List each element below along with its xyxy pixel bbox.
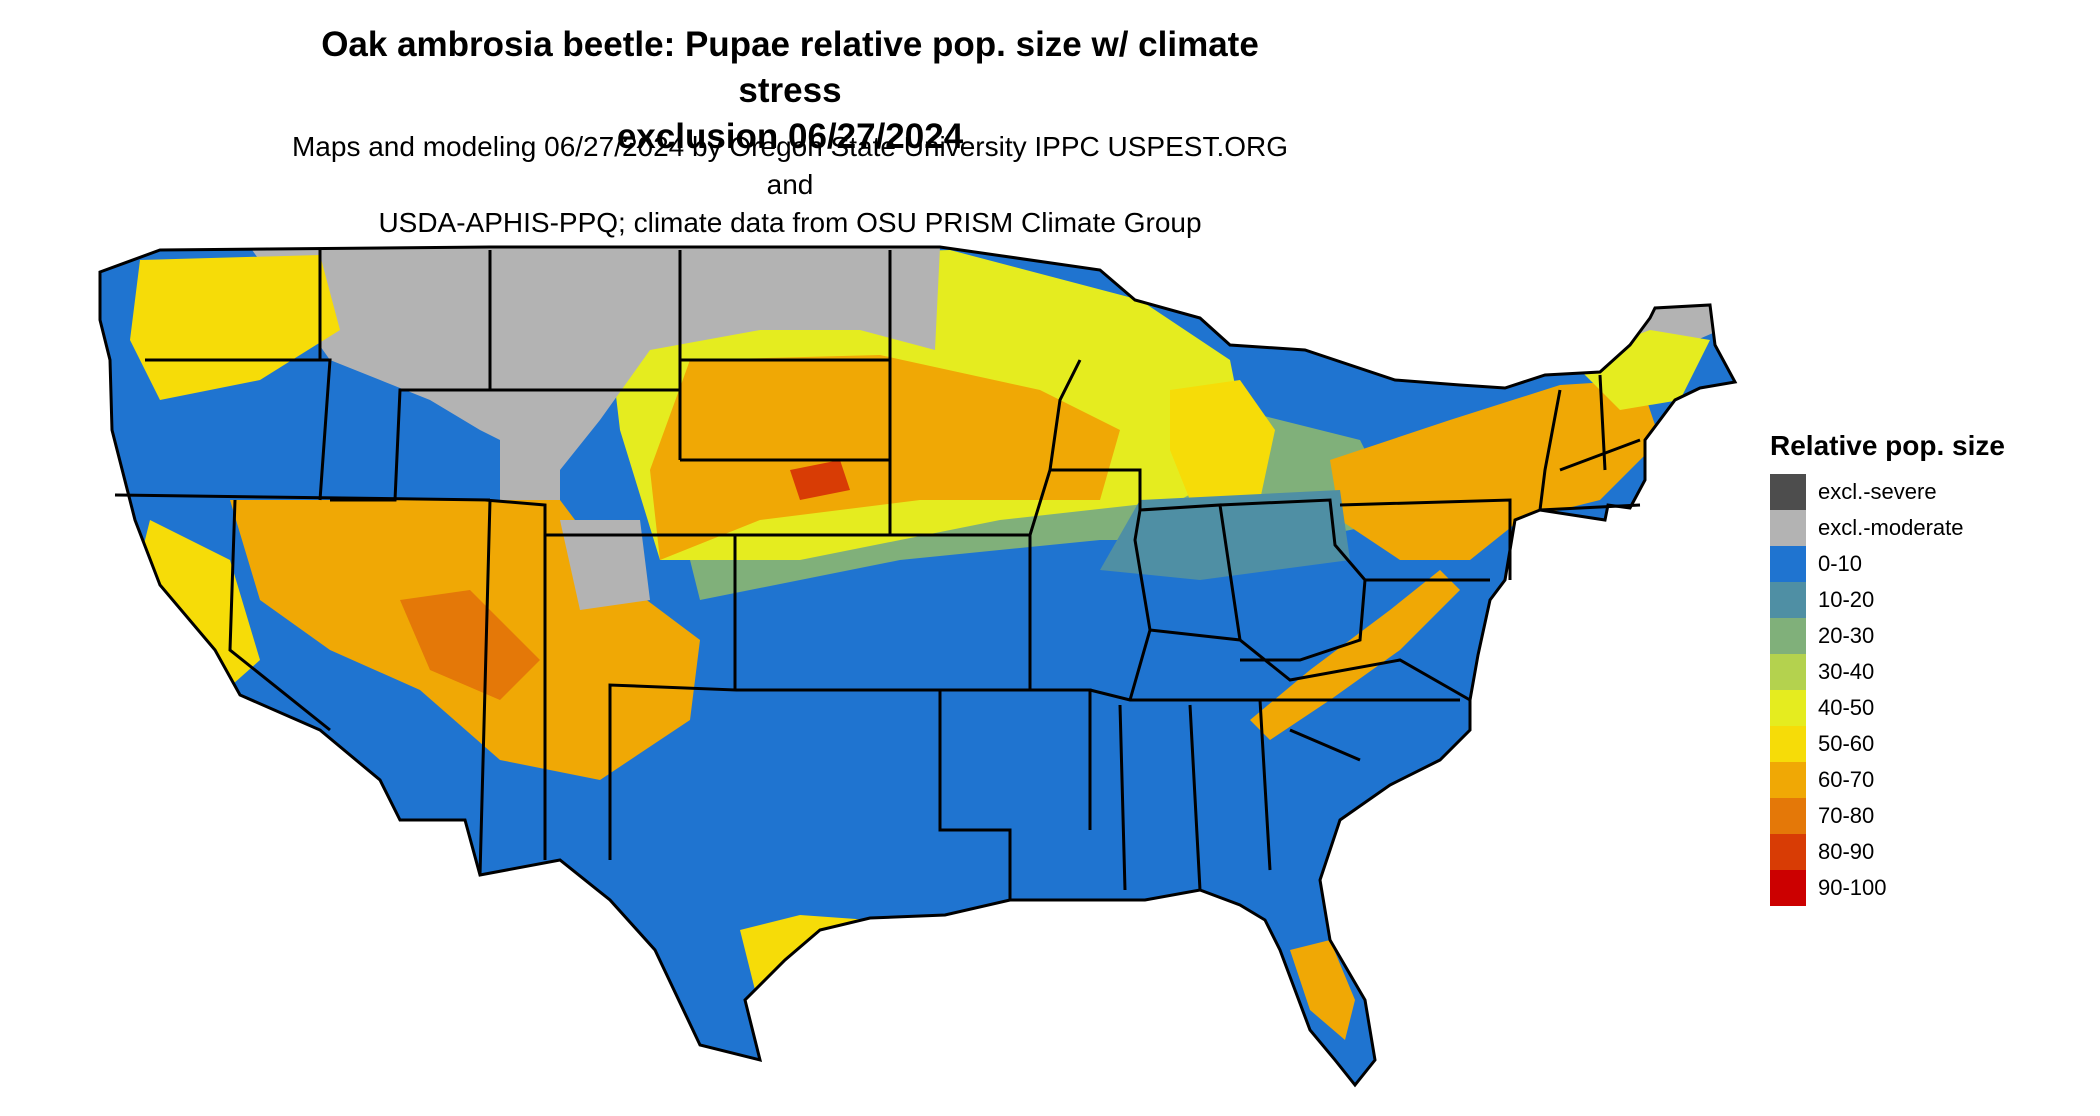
zone-80-90-plains: [790, 460, 850, 500]
legend-label: 10-20: [1818, 587, 1875, 612]
legend-label: 50-60: [1818, 731, 1875, 756]
legend-swatch: [1770, 618, 1806, 654]
legend-swatch: [1770, 690, 1806, 726]
legend-item-50-60: 50-60: [1770, 726, 2005, 762]
map-subtitle-line1: Maps and modeling 06/27/2024 by Oregon S…: [291, 131, 1289, 200]
legend-item-80-90: 80-90: [1770, 834, 2005, 870]
legend-item-excl-severe: excl.-severe: [1770, 474, 2005, 510]
zone-60-70-florida: [1290, 940, 1355, 1040]
legend-item-40-50: 40-50: [1770, 690, 2005, 726]
zone-excl-moderate-north: [250, 247, 940, 470]
legend-swatch: [1770, 726, 1806, 762]
zone-50-60-california: [140, 520, 260, 700]
legend-swatch: [1770, 834, 1806, 870]
zone-50-60-northwest: [130, 255, 340, 400]
legend-swatch: [1770, 510, 1806, 546]
legend-swatch: [1770, 582, 1806, 618]
legend-swatch: [1770, 474, 1806, 510]
zone-excl-moderate-wyoming: [500, 395, 560, 520]
legend-swatch: [1770, 762, 1806, 798]
border-us-outline: [98, 245, 1738, 1088]
map-raster: [100, 247, 1735, 1085]
state-boundaries: [98, 245, 1738, 1088]
map-title-line1: Oak ambrosia beetle: Pupae relative pop.…: [321, 25, 1259, 110]
map-title-line2: exclusion 06/27/2024: [616, 117, 964, 156]
map-subtitle-line2: USDA-APHIS-PPQ; climate data from OSU PR…: [378, 207, 1202, 238]
legend-item-20-30: 20-30: [1770, 618, 2005, 654]
legend-swatch: [1770, 654, 1806, 690]
legend-item-30-40: 30-40: [1770, 654, 2005, 690]
legend-label: 20-30: [1818, 623, 1875, 648]
legend-label: 40-50: [1818, 695, 1875, 720]
zone-60-70-plains: [650, 355, 1120, 560]
zone-50-60-michigan: [1170, 380, 1275, 500]
legend-item-60-70: 60-70: [1770, 762, 2005, 798]
legend: Relative pop. size excl.-severe excl.-mo…: [1770, 430, 2005, 906]
legend-item-70-80: 70-80: [1770, 798, 2005, 834]
legend-item-90-100: 90-100: [1770, 870, 2005, 906]
legend-label: 60-70: [1818, 767, 1875, 792]
legend-label: 80-90: [1818, 839, 1875, 864]
legend-label: excl.-moderate: [1818, 515, 1964, 540]
border-state-lines: [114, 250, 1641, 900]
legend-item-10-20: 10-20: [1770, 582, 2005, 618]
zone-70-80-southwest: [400, 590, 540, 700]
legend-swatch: [1770, 546, 1806, 582]
map-title: Oak ambrosia beetle: Pupae relative pop.…: [280, 22, 1300, 160]
legend-label: 70-80: [1818, 803, 1875, 828]
map-subtitle: Maps and modeling 06/27/2024 by Oregon S…: [280, 128, 1300, 242]
zone-60-70-northeast: [1330, 380, 1660, 560]
legend-item-excl-moderate: excl.-moderate: [1770, 510, 2005, 546]
legend-label: excl.-severe: [1818, 479, 1937, 504]
legend-label: 30-40: [1818, 659, 1875, 684]
zone-60-70-appalachia: [1250, 570, 1460, 740]
zone-50-60-texas-coast: [740, 915, 870, 1010]
legend-swatch: [1770, 870, 1806, 906]
zone-excl-moderate-colorado: [560, 520, 650, 610]
legend-title: Relative pop. size: [1770, 430, 2005, 461]
legend-label: 90-100: [1818, 875, 1887, 900]
legend-swatch: [1770, 798, 1806, 834]
legend-label: 0-10: [1818, 551, 1863, 576]
legend-item-0-10: 0-10: [1770, 546, 2005, 582]
